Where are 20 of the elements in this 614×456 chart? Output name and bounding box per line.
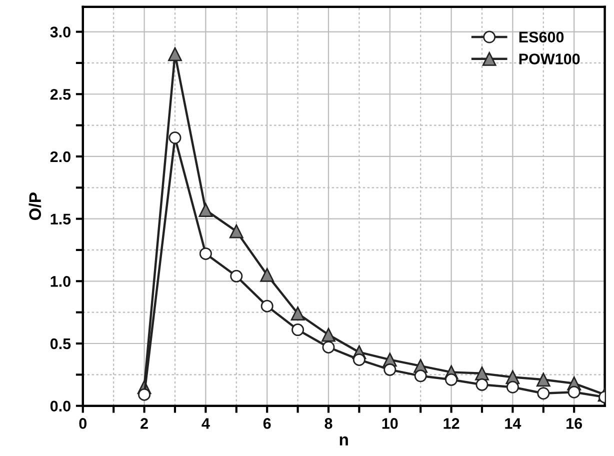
y-tick-label: 1.5	[50, 214, 71, 224]
x-axis-title: n	[340, 436, 348, 446]
x-tick-label: 4	[202, 418, 210, 429]
legend-label: POW100	[519, 54, 580, 64]
y-tick-label: 2.0	[50, 151, 70, 162]
x-tick-label: 0	[79, 418, 87, 429]
x-tick-label: 10	[382, 418, 398, 429]
x-tick-label: 2	[140, 418, 148, 429]
x-tick-label: 16	[566, 418, 582, 429]
x-tick-label: 12	[444, 418, 460, 429]
y-axis-title: O/P	[28, 192, 42, 220]
x-tick-label: 8	[324, 418, 332, 429]
legend-label: ES600	[519, 32, 564, 43]
text: 0.0	[50, 400, 70, 412]
y-tick-label: 0.5	[50, 338, 71, 350]
y-tick-label: 1.0	[50, 276, 70, 287]
y-tick-label: 2.5	[50, 88, 71, 100]
y-tick-label: 3.0	[50, 26, 70, 38]
x-tick-label: 14	[505, 418, 522, 429]
x-tick-label: 6	[263, 418, 271, 429]
